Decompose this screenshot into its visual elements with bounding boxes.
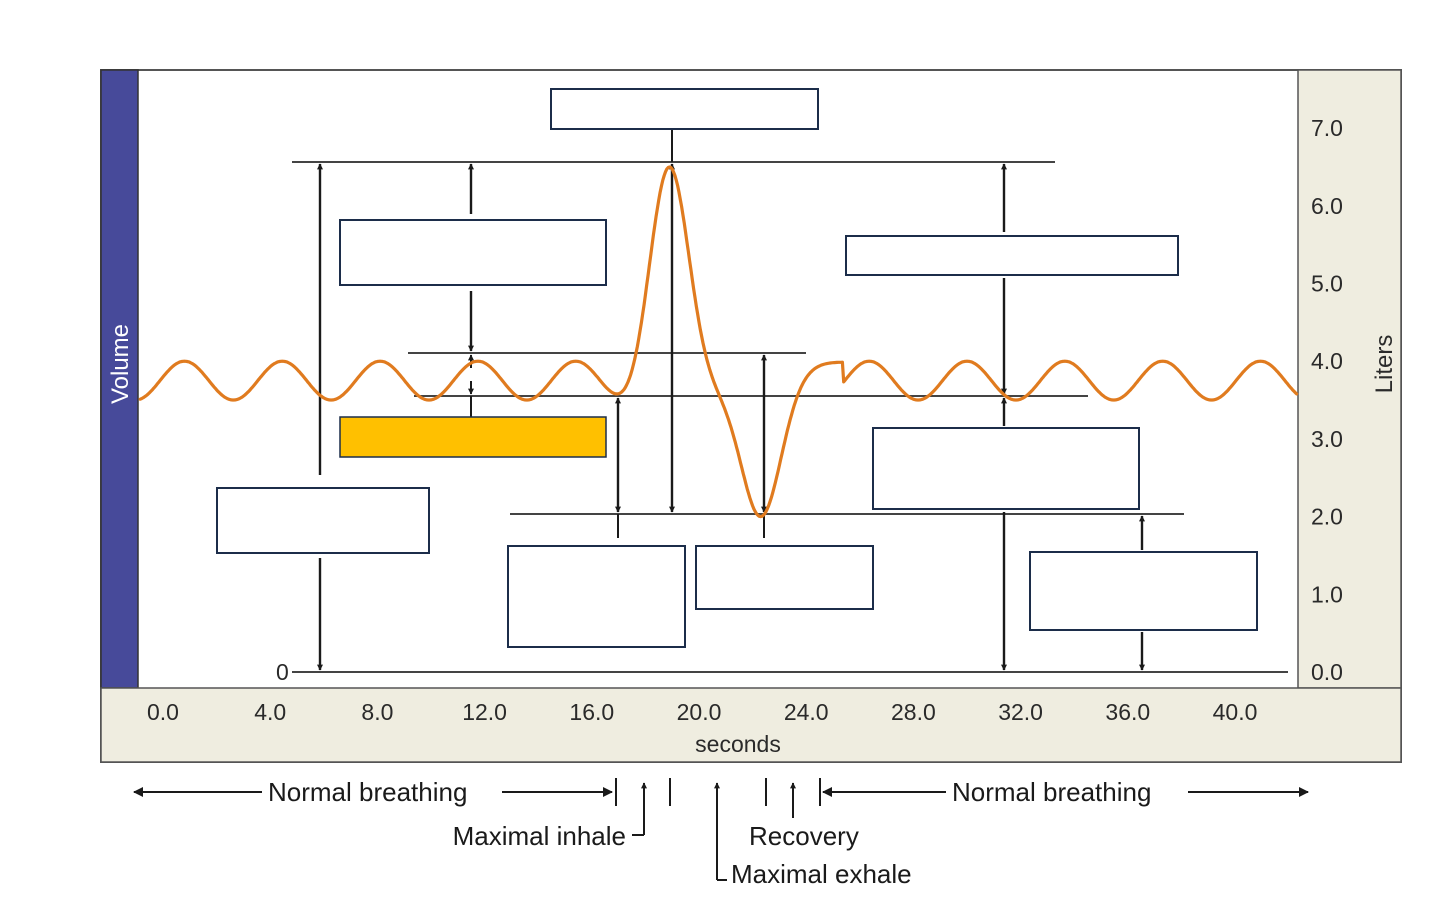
x-axis-title: seconds xyxy=(695,731,781,757)
phase-annotations: Normal breathing Maximal inhale Maximal … xyxy=(133,777,1309,889)
x-tick-labels: 0.0 4.0 8.0 12.0 16.0 20.0 24.0 28.0 32.0 36.0 40.… xyxy=(147,699,1257,725)
x-tick-label: 24.0 xyxy=(784,699,829,725)
x-tick-label: 0.0 xyxy=(147,699,179,725)
x-tick-label: 16.0 xyxy=(569,699,614,725)
label-box-inspiratory-reserve[interactable] xyxy=(339,219,607,286)
phase-normal-left: Normal breathing xyxy=(268,777,467,807)
x-tick-label: 28.0 xyxy=(891,699,936,725)
phase-maximal-inhale: Maximal inhale xyxy=(453,821,626,851)
liters-axis-title: Liters xyxy=(1371,335,1398,394)
y-tick-label: 3.0 xyxy=(1311,426,1343,452)
liters-panel xyxy=(1297,69,1402,689)
label-box-tidal-volume-highlighted[interactable] xyxy=(339,416,607,458)
y-tick-label: 5.0 xyxy=(1311,271,1343,297)
label-box-functional-residual[interactable] xyxy=(872,427,1140,510)
label-box-inspiratory-capacity[interactable] xyxy=(845,235,1179,276)
seconds-panel xyxy=(100,687,1402,763)
x-tick-label: 8.0 xyxy=(361,699,393,725)
phase-maximal-exhale: Maximal exhale xyxy=(731,859,912,889)
breathing-trace xyxy=(138,165,1299,519)
phase-recovery: Recovery xyxy=(749,821,859,851)
x-tick-label: 36.0 xyxy=(1105,699,1150,725)
zero-label: 0 xyxy=(276,659,289,685)
y-tick-label: 1.0 xyxy=(1311,581,1343,607)
volume-axis-title: Volume xyxy=(107,324,134,404)
y-tick-label: 6.0 xyxy=(1311,193,1343,219)
x-tick-label: 20.0 xyxy=(677,699,722,725)
y-tick-label: 4.0 xyxy=(1311,348,1343,374)
chart-frame xyxy=(100,69,1402,763)
y-tick-label: 7.0 xyxy=(1311,115,1343,141)
x-tick-label: 40.0 xyxy=(1213,699,1258,725)
label-box-total-lung-capacity[interactable] xyxy=(216,487,430,554)
label-box-residual-volume[interactable] xyxy=(1029,551,1258,631)
volume-bar xyxy=(100,69,139,689)
y-tick-label: 2.0 xyxy=(1311,504,1343,530)
y-tick-label: 0.0 xyxy=(1311,659,1343,685)
y-tick-labels: 0.0 1.0 2.0 3.0 4.0 5.0 6.0 7.0 xyxy=(1311,115,1343,685)
phase-normal-right: Normal breathing xyxy=(952,777,1151,807)
label-box-vital-capacity[interactable] xyxy=(550,88,819,130)
x-tick-label: 4.0 xyxy=(254,699,286,725)
label-box-expiratory-reserve[interactable] xyxy=(507,545,686,648)
label-box-exhale-volume[interactable] xyxy=(695,545,874,610)
x-tick-label: 32.0 xyxy=(998,699,1043,725)
x-tick-label: 12.0 xyxy=(462,699,507,725)
